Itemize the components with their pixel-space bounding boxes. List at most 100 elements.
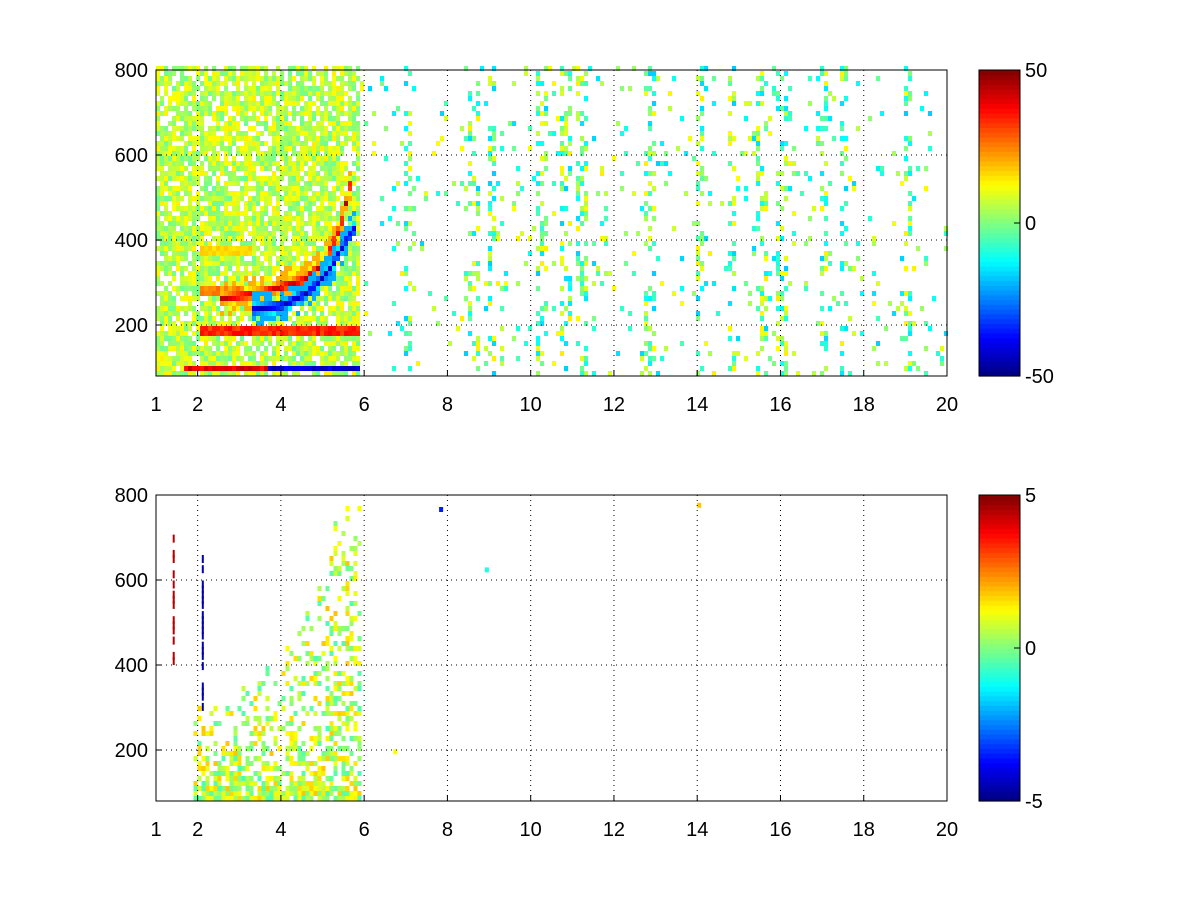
heatmap-cell <box>192 146 196 151</box>
heatmap-cell <box>340 191 344 196</box>
heatmap-cell <box>308 306 312 311</box>
heatmap-cell <box>340 341 344 346</box>
heatmap-cell <box>228 116 232 121</box>
heatmap-cell <box>476 91 480 96</box>
heatmap-cell <box>304 71 308 76</box>
heatmap-cell <box>160 366 164 371</box>
heatmap-cell <box>696 371 700 376</box>
heatmap-cell <box>228 236 232 241</box>
heatmap-cell <box>228 301 232 306</box>
heatmap-cell <box>280 236 284 241</box>
heatmap-cell <box>304 236 308 241</box>
heatmap-cell <box>196 271 200 276</box>
heatmap-cell <box>332 226 336 231</box>
heatmap-cell <box>341 551 346 556</box>
heatmap-cell <box>764 81 768 86</box>
heatmap-cell <box>240 101 244 106</box>
heatmap-cell <box>176 261 180 266</box>
heatmap-cell <box>280 106 284 111</box>
heatmap-cell <box>309 626 314 631</box>
heatmap-cell <box>552 211 556 216</box>
heatmap-cell <box>732 221 736 226</box>
heatmap-cell <box>168 311 172 316</box>
heatmap-cell <box>208 371 212 376</box>
heatmap-cell <box>224 151 228 156</box>
heatmap-cell <box>868 216 872 221</box>
heatmap-cell <box>345 756 350 761</box>
heatmap-cell <box>316 136 320 141</box>
heatmap-cell <box>304 76 308 81</box>
heatmap-cell <box>548 131 552 136</box>
heatmap-cell <box>184 351 188 356</box>
heatmap-cell <box>348 351 352 356</box>
heatmap-cell <box>256 361 260 366</box>
heatmap-cell <box>340 266 344 271</box>
heatmap-cell <box>544 216 548 221</box>
heatmap-cell <box>200 291 204 296</box>
heatmap-cell <box>204 151 208 156</box>
heatmap-cell <box>828 116 832 121</box>
heatmap-cell <box>168 216 172 221</box>
heatmap-cell <box>333 771 338 776</box>
heatmap-cell <box>408 71 412 76</box>
colorbar-swatch <box>979 724 1020 730</box>
heatmap-cell <box>320 246 324 251</box>
heatmap-cell <box>696 256 700 261</box>
heatmap-cell <box>204 256 208 261</box>
heatmap-cell <box>576 161 580 166</box>
heatmap-cell <box>268 151 272 156</box>
heatmap-cell <box>216 326 220 331</box>
heatmap-cell <box>352 121 356 126</box>
heatmap-cell <box>204 281 208 286</box>
heatmap-cell <box>176 286 180 291</box>
heatmap-cell <box>244 81 248 86</box>
heatmap-cell <box>820 271 824 276</box>
heatmap-cell <box>496 281 500 286</box>
heatmap-cell <box>356 256 360 261</box>
heatmap-cell <box>596 76 600 81</box>
heatmap-cell <box>276 246 280 251</box>
heatmap-cell <box>256 71 260 76</box>
heatmap-cell <box>284 191 288 196</box>
heatmap-cell <box>392 111 396 116</box>
heatmap-cell <box>176 316 180 321</box>
heatmap-cell <box>344 351 348 356</box>
heatmap-cell <box>292 361 296 366</box>
heatmap-cell <box>212 86 216 91</box>
heatmap-cell <box>844 241 848 246</box>
heatmap-cell <box>268 261 272 266</box>
heatmap-cell <box>273 716 278 721</box>
colorbar-swatch <box>979 700 1020 706</box>
heatmap-cell <box>261 751 266 756</box>
heatmap-cell <box>192 141 196 146</box>
heatmap-cell <box>308 336 312 341</box>
heatmap-cell <box>540 246 544 251</box>
heatmap-cell <box>176 171 180 176</box>
heatmap-cell <box>336 141 340 146</box>
heatmap-cell <box>333 696 338 701</box>
heatmap-cell <box>380 221 384 226</box>
heatmap-cell <box>280 151 284 156</box>
heatmap-cell <box>160 151 164 156</box>
heatmap-cell <box>156 306 160 311</box>
heatmap-cell <box>688 136 692 141</box>
heatmap-cell <box>329 781 334 786</box>
heatmap-cell <box>224 161 228 166</box>
heatmap-cell <box>352 126 356 131</box>
heatmap-cell <box>172 116 176 121</box>
heatmap-cell <box>908 351 912 356</box>
heatmap-cell <box>325 786 330 791</box>
heatmap-cell <box>292 256 296 261</box>
heatmap-cell <box>264 156 268 161</box>
heatmap-cell <box>357 711 362 716</box>
heatmap-cell <box>904 101 908 106</box>
heatmap-cell <box>192 371 196 376</box>
heatmap-cell <box>644 321 648 326</box>
heatmap-cell <box>204 206 208 211</box>
colorbar-swatch <box>979 671 1020 678</box>
heatmap-cell <box>180 231 184 236</box>
heatmap-cell <box>220 241 224 246</box>
heatmap-cell <box>348 366 352 371</box>
heatmap-cell <box>284 236 288 241</box>
heatmap-cell <box>348 136 352 141</box>
